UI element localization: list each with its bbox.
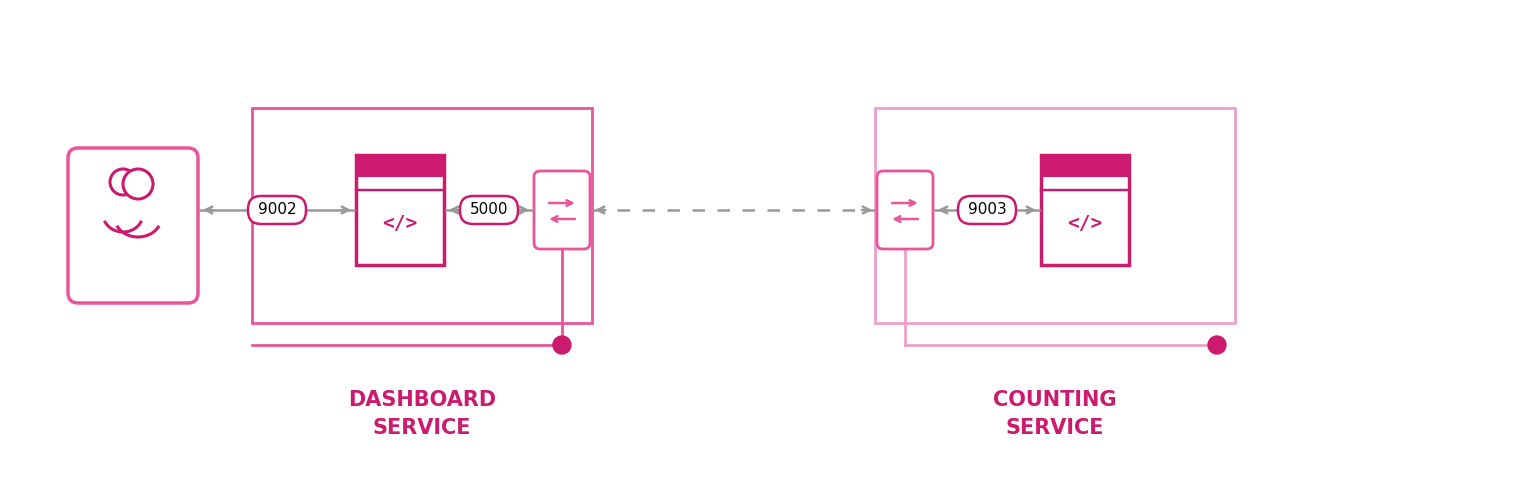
Text: COUNTING
SERVICE: COUNTING SERVICE xyxy=(994,390,1117,438)
Bar xyxy=(1041,155,1129,265)
Circle shape xyxy=(111,169,137,195)
Text: </>: </> xyxy=(1068,214,1103,233)
FancyBboxPatch shape xyxy=(247,196,306,224)
Circle shape xyxy=(1207,336,1226,354)
Text: 5000: 5000 xyxy=(470,202,508,218)
Text: </>: </> xyxy=(382,214,418,233)
FancyBboxPatch shape xyxy=(958,196,1015,224)
Circle shape xyxy=(553,336,571,354)
FancyBboxPatch shape xyxy=(68,148,198,303)
Text: DASHBOARD
SERVICE: DASHBOARD SERVICE xyxy=(349,390,496,438)
Bar xyxy=(356,155,444,265)
Text: 9003: 9003 xyxy=(968,202,1006,218)
FancyBboxPatch shape xyxy=(877,171,932,249)
Bar xyxy=(356,155,444,177)
Bar xyxy=(1041,155,1129,177)
FancyBboxPatch shape xyxy=(459,196,518,224)
Circle shape xyxy=(123,169,154,199)
FancyBboxPatch shape xyxy=(535,171,590,249)
Bar xyxy=(876,108,1235,323)
Bar xyxy=(252,108,591,323)
Text: 9002: 9002 xyxy=(258,202,296,218)
